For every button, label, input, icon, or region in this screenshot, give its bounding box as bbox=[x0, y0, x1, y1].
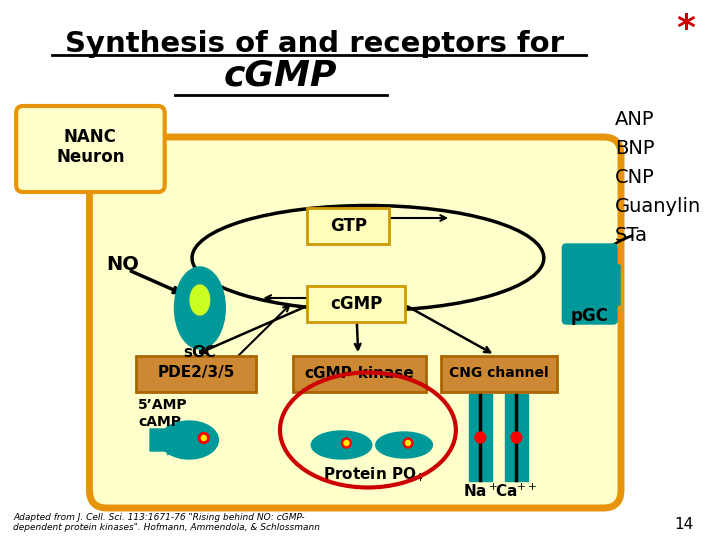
Ellipse shape bbox=[311, 431, 372, 459]
Ellipse shape bbox=[403, 438, 413, 448]
Text: cGMP: cGMP bbox=[330, 295, 382, 313]
Ellipse shape bbox=[199, 433, 209, 443]
Text: Ca$^{++}$: Ca$^{++}$ bbox=[495, 483, 538, 500]
Text: cGMP: cGMP bbox=[223, 58, 337, 92]
FancyBboxPatch shape bbox=[469, 394, 492, 481]
FancyBboxPatch shape bbox=[307, 286, 405, 322]
FancyBboxPatch shape bbox=[136, 356, 256, 392]
Text: 14: 14 bbox=[674, 517, 693, 532]
Text: CNG channel: CNG channel bbox=[449, 366, 549, 380]
Ellipse shape bbox=[174, 267, 225, 349]
Ellipse shape bbox=[475, 432, 486, 443]
FancyBboxPatch shape bbox=[505, 394, 528, 481]
FancyArrow shape bbox=[579, 258, 620, 313]
FancyBboxPatch shape bbox=[293, 356, 426, 392]
Text: cAMP: cAMP bbox=[138, 415, 181, 429]
Ellipse shape bbox=[405, 441, 410, 446]
Text: STa: STa bbox=[615, 226, 648, 245]
FancyBboxPatch shape bbox=[16, 106, 165, 192]
Text: NANC
Neuron: NANC Neuron bbox=[56, 127, 125, 166]
Text: 5’AMP: 5’AMP bbox=[138, 398, 188, 412]
Text: Synthesis of and receptors for: Synthesis of and receptors for bbox=[65, 30, 564, 58]
FancyArrow shape bbox=[150, 425, 181, 455]
Text: PDE2/3/5: PDE2/3/5 bbox=[157, 366, 235, 381]
Ellipse shape bbox=[344, 441, 349, 446]
Text: Protein PO$_4$: Protein PO$_4$ bbox=[323, 465, 423, 484]
Text: Adapted from J. Cell. Sci. 113:1671-76 "Rising behind NO: cGMP-
dependent protei: Adapted from J. Cell. Sci. 113:1671-76 "… bbox=[13, 512, 320, 532]
Ellipse shape bbox=[341, 438, 351, 448]
Text: cGMP-kinase: cGMP-kinase bbox=[305, 366, 414, 381]
FancyBboxPatch shape bbox=[307, 208, 390, 244]
Text: BNP: BNP bbox=[615, 139, 654, 158]
Ellipse shape bbox=[202, 435, 206, 441]
Text: ANP: ANP bbox=[615, 110, 654, 129]
FancyBboxPatch shape bbox=[441, 356, 557, 392]
Text: CNP: CNP bbox=[615, 168, 655, 187]
Text: sGC: sGC bbox=[184, 345, 216, 360]
Ellipse shape bbox=[190, 285, 210, 315]
Ellipse shape bbox=[511, 432, 522, 443]
FancyBboxPatch shape bbox=[562, 244, 617, 324]
Text: pGC: pGC bbox=[571, 307, 608, 325]
Text: GTP: GTP bbox=[330, 217, 367, 235]
Text: Guanylin: Guanylin bbox=[615, 197, 701, 216]
Text: *: * bbox=[676, 12, 695, 46]
Ellipse shape bbox=[160, 421, 218, 459]
FancyBboxPatch shape bbox=[89, 137, 621, 508]
Text: NO: NO bbox=[106, 255, 139, 274]
Ellipse shape bbox=[376, 432, 433, 458]
Text: Na$^+$: Na$^+$ bbox=[463, 483, 498, 500]
